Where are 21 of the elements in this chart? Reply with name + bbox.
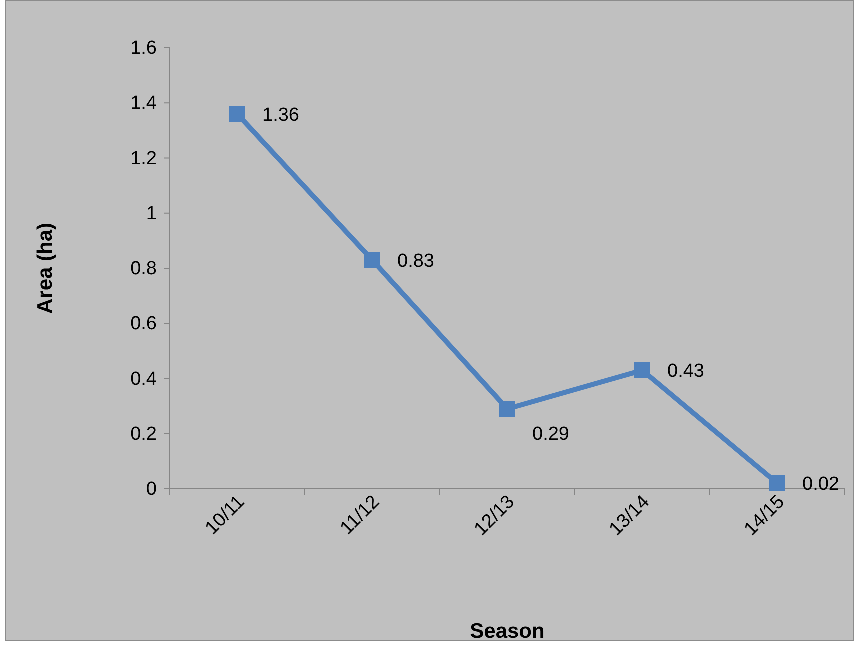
point <box>634 362 650 378</box>
y-tick-label: 0.4 <box>130 368 158 390</box>
data-label: 0.43 <box>668 361 704 382</box>
data-label: 0.29 <box>532 424 570 446</box>
y-tick-label: 1.6 <box>130 38 157 60</box>
point <box>364 252 380 268</box>
data-label: 1.36 <box>262 104 300 126</box>
y-tick-label: 0.2 <box>130 424 157 445</box>
data-label: 0.83 <box>398 250 434 272</box>
y-tick-label: 0 <box>146 479 157 500</box>
y-tick-label: 0.6 <box>130 314 157 335</box>
y-tick-label: 1.2 <box>130 148 157 170</box>
point <box>500 401 516 418</box>
y-axis-title: Area (ha) <box>34 222 57 314</box>
y-tick-label: 1 <box>146 203 157 224</box>
y-tick-label: 1.4 <box>130 93 158 114</box>
point <box>770 475 786 492</box>
y-tick-label: 0.8 <box>130 258 157 280</box>
x-axis-title: Season <box>470 620 545 643</box>
data-label: 0.02 <box>802 474 840 496</box>
point <box>230 106 246 122</box>
